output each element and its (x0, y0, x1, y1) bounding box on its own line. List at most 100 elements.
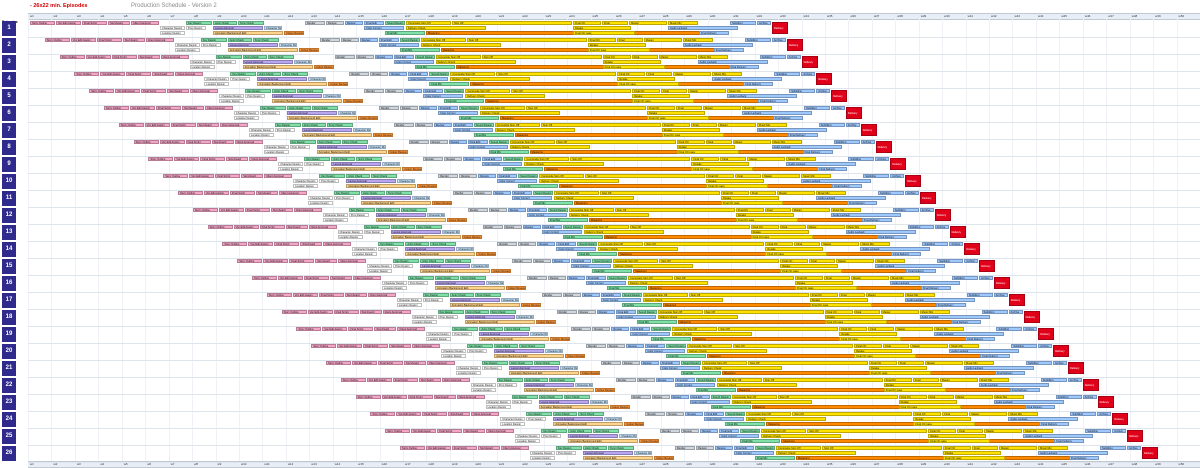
task-bar[interactable]: Key Design (556, 446, 582, 450)
task-bar[interactable]: Audio Layback (875, 264, 946, 268)
task-bar[interactable]: Final Delivery (906, 269, 937, 273)
task-bar[interactable]: Storyboard (226, 157, 249, 161)
task-bar[interactable]: Delivery (801, 56, 818, 68)
task-bar[interactable]: Final QC (854, 344, 883, 348)
task-bar[interactable]: Colour Review (624, 422, 645, 426)
task-bar[interactable]: Animation Background Edit (331, 167, 402, 171)
task-bar[interactable]: Delivery Check (731, 400, 812, 404)
task-bar[interactable]: Master (732, 140, 771, 144)
task-bar[interactable]: Master (969, 412, 1008, 416)
task-bar[interactable]: Color Correct (364, 26, 404, 30)
task-bar[interactable]: Audio Layback (1023, 434, 1094, 438)
task-bar[interactable]: Anim Check (301, 123, 326, 127)
task-bar[interactable]: Archive (1067, 378, 1082, 382)
task-bar[interactable]: Composite Sign Off (420, 38, 466, 42)
task-bar[interactable]: Sound Design (636, 310, 657, 314)
task-bar[interactable]: Animation Background Edit (420, 269, 491, 273)
task-bar[interactable]: Key Design (437, 310, 464, 314)
task-bar[interactable]: Archive (949, 242, 964, 246)
task-bar[interactable]: Story Outline (163, 174, 189, 178)
task-bar[interactable]: Retake (661, 128, 720, 132)
task-bar[interactable]: Animation Background Edit (405, 252, 476, 256)
task-bar[interactable]: Audio Layback (890, 281, 960, 285)
task-bar[interactable]: Final QC (735, 208, 764, 212)
task-bar[interactable]: Music Mix (860, 242, 891, 246)
task-bar[interactable]: Final QC (587, 38, 616, 42)
task-bar[interactable]: Sound Design (562, 225, 583, 229)
task-bar[interactable]: Colour Review (506, 286, 526, 290)
task-bar[interactable]: Music Mix (890, 276, 920, 280)
task-bar[interactable]: Sign Off (777, 395, 898, 399)
episode-number[interactable]: 2 (2, 38, 16, 53)
task-bar[interactable]: Master (999, 446, 1037, 450)
task-bar[interactable]: Layout Approval (538, 400, 589, 404)
task-bar[interactable]: Storyboard (152, 72, 175, 76)
task-bar[interactable]: Voc Edit Assign (70, 38, 96, 42)
task-bar[interactable]: Delivery (786, 39, 803, 51)
task-bar[interactable]: Composite Sign Off (613, 259, 659, 263)
task-bar[interactable]: Final Edit (512, 191, 532, 195)
task-bar[interactable]: Final Delivery (995, 371, 1025, 375)
task-bar[interactable]: Review (577, 310, 596, 314)
task-bar[interactable]: Final Delivery (817, 167, 848, 171)
task-bar[interactable]: Review (419, 106, 437, 110)
task-bar[interactable]: Voc Edit Assign (307, 310, 333, 314)
task-bar[interactable]: Final Script (437, 429, 463, 433)
task-bar[interactable]: Story Outline (207, 225, 233, 229)
task-bar[interactable]: Review (478, 174, 497, 178)
task-bar[interactable]: Audio Layback (904, 298, 975, 302)
task-bar[interactable]: Anim Check (464, 310, 489, 314)
task-bar[interactable]: Retake (943, 451, 1001, 455)
task-bar[interactable]: Final QC (883, 378, 912, 382)
task-bar[interactable]: Layout Approval (301, 128, 352, 132)
task-bar[interactable]: Audio Layback (919, 315, 990, 319)
task-bar[interactable]: Music Mix (1008, 412, 1039, 416)
task-bar[interactable]: Review (685, 412, 704, 416)
task-bar[interactable]: Music Mix (786, 157, 817, 161)
task-bar[interactable]: Subtitling (937, 259, 964, 263)
task-bar[interactable]: Archive (1082, 395, 1097, 399)
task-bar[interactable]: Render (393, 123, 414, 127)
task-bar[interactable]: Final Delivery (876, 235, 907, 239)
task-bar[interactable]: Audio Layback (964, 366, 1034, 370)
task-bar[interactable]: Story Outline (30, 21, 55, 25)
task-bar[interactable]: Final Script (392, 378, 418, 382)
task-bar[interactable]: Anim Check (346, 174, 371, 178)
task-bar[interactable]: Layout Approval (361, 196, 411, 200)
task-bar[interactable]: Voc Edit Assign (218, 208, 244, 212)
task-bar[interactable]: Retake (765, 247, 824, 251)
task-bar[interactable]: Subtitling (804, 106, 830, 110)
task-bar[interactable]: Colour Review (284, 31, 304, 35)
task-bar[interactable]: Story Outline (326, 361, 351, 365)
task-bar[interactable]: Colour Review (461, 235, 482, 239)
task-bar[interactable]: Render (660, 429, 681, 433)
task-bar[interactable]: Story Outline (281, 310, 307, 314)
task-bar[interactable]: Delivery (1008, 294, 1025, 306)
task-bar[interactable]: Color Correct (571, 264, 612, 268)
task-bar[interactable]: Final QC (839, 327, 868, 331)
task-bar[interactable]: Voc Edit Assign (292, 293, 318, 297)
task-bar[interactable]: Music Mix (845, 225, 876, 229)
task-bar[interactable]: Retake (928, 434, 987, 438)
task-bar[interactable]: Color Correct (378, 43, 419, 47)
task-bar[interactable]: Sound Design (429, 72, 450, 76)
task-bar[interactable]: Story Outline (74, 72, 100, 76)
task-bar[interactable]: Audio Layback (845, 230, 916, 234)
task-bar[interactable]: Delivery Check (687, 349, 768, 353)
task-bar[interactable]: Client Approval (338, 259, 367, 263)
task-bar[interactable]: Sync Check (400, 208, 427, 212)
task-bar[interactable]: Render (497, 242, 518, 246)
task-bar[interactable]: Master (629, 21, 667, 25)
task-bar[interactable]: Client Approval (279, 191, 307, 195)
task-bar[interactable]: Delivery Check (494, 128, 575, 132)
task-bar[interactable]: Anim Check (375, 208, 400, 212)
task-bar[interactable]: Review (607, 344, 626, 348)
task-bar[interactable]: Composite Sign Off (406, 21, 451, 25)
task-bar[interactable]: Audio Layback (742, 111, 812, 115)
task-bar[interactable]: Story Outline (44, 38, 70, 42)
task-bar[interactable]: Final (942, 412, 969, 416)
task-bar[interactable]: Colour Review (609, 405, 630, 409)
task-bar[interactable]: Final (868, 327, 895, 331)
task-bar[interactable]: Location Design (248, 133, 274, 137)
task-bar[interactable]: Color Correct (423, 94, 464, 98)
